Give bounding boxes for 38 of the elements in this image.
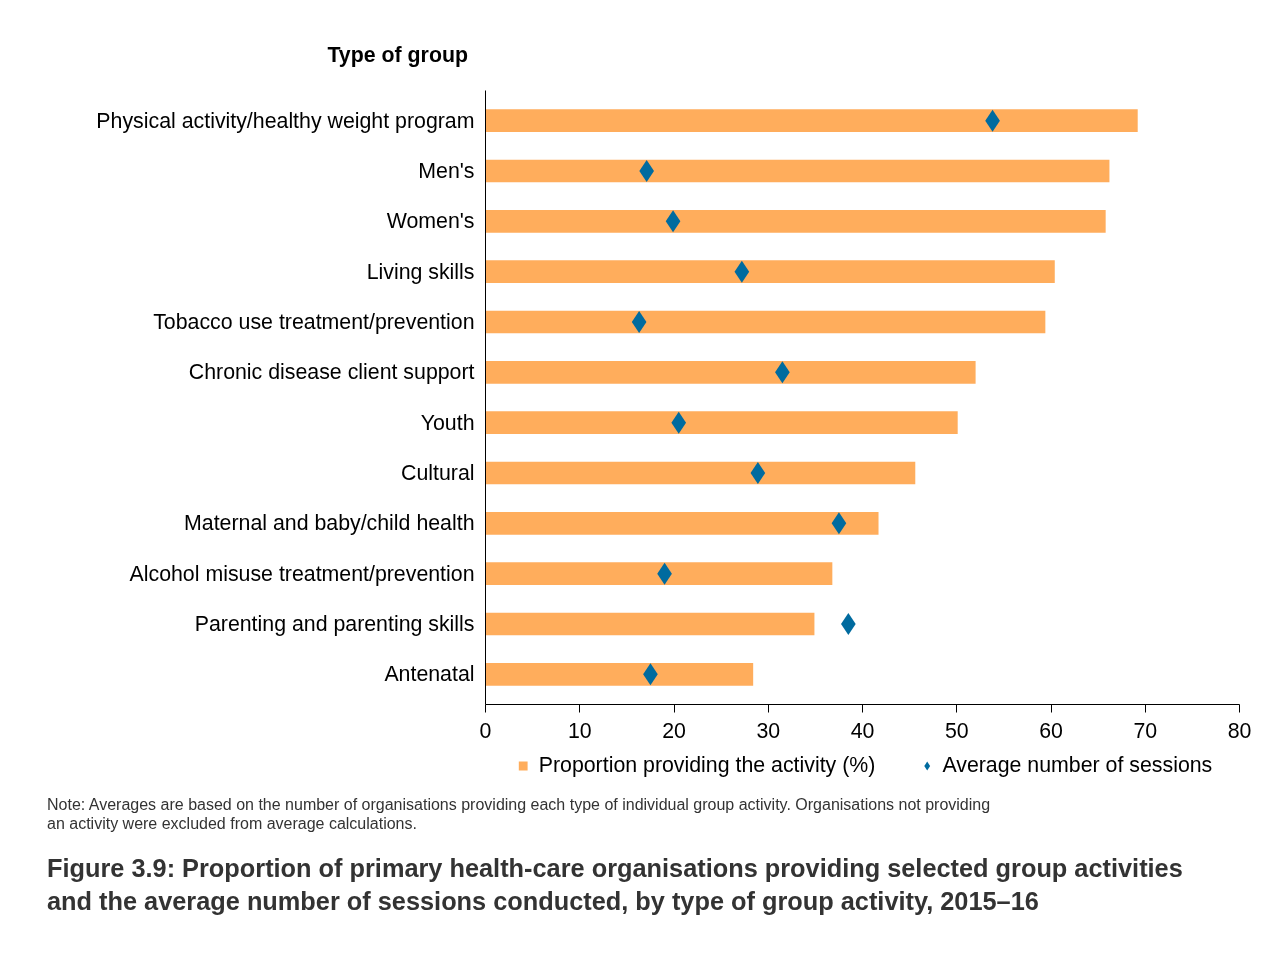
y-tick-label: Youth bbox=[420, 410, 475, 435]
bar bbox=[485, 210, 1106, 233]
bar bbox=[485, 512, 879, 535]
bar bbox=[485, 461, 916, 485]
x-tick-label: 10 bbox=[567, 718, 592, 743]
x-tick-label: 40 bbox=[850, 718, 875, 743]
y-tick-label: Living skills bbox=[366, 259, 475, 284]
bar bbox=[485, 662, 754, 686]
bar bbox=[485, 411, 958, 434]
y-tick-label: Men's bbox=[418, 159, 475, 184]
y-tick-label: Tobacco use treatment/prevention bbox=[153, 310, 475, 335]
y-tick-label: Maternal and baby/child health bbox=[184, 511, 475, 536]
x-tick-label: 70 bbox=[1133, 718, 1158, 743]
y-tick-label: Physical activity/healthy weight program bbox=[96, 108, 475, 133]
y-tick-label: Cultural bbox=[401, 460, 475, 485]
text: Note: Averages are based on the number of organisations providing each type of individual group activity. Organisations not providing an activity were excluded from average calculations. bbox=[47, 795, 991, 834]
y-tick-label: Parenting and parenting skills bbox=[194, 611, 475, 636]
bar bbox=[485, 562, 833, 585]
x-tick-label: 60 bbox=[1039, 718, 1063, 743]
legend-label: Proportion providing the activity (%) bbox=[538, 752, 876, 778]
x-tick-label: 50 bbox=[944, 718, 969, 743]
bar bbox=[485, 361, 976, 384]
x-tick-label: 30 bbox=[756, 718, 781, 743]
x-tick-label: 80 bbox=[1227, 718, 1252, 743]
y-tick-label: Women's bbox=[386, 209, 475, 234]
bar bbox=[485, 109, 1138, 133]
y-tick-label: Chronic disease client support bbox=[188, 360, 475, 385]
legend-label: Average number of sessions bbox=[942, 752, 1213, 778]
y-tick-label: Antenatal bbox=[384, 662, 475, 687]
text: Figure 3.9: Proportion of primary health-care organisations providing selected group activities and the average number of sessions conducted, by type of group activity, 2015–16 bbox=[47, 853, 1183, 918]
bar bbox=[485, 612, 815, 636]
bar bbox=[485, 310, 1046, 334]
y-axis-title: Type of group bbox=[327, 42, 468, 69]
x-tick-label: 20 bbox=[662, 718, 686, 743]
x-tick-label: 0 bbox=[479, 718, 492, 743]
bar bbox=[485, 260, 1055, 283]
y-tick-label: Alcohol misuse treatment/prevention bbox=[129, 561, 475, 586]
bar bbox=[485, 159, 1110, 183]
